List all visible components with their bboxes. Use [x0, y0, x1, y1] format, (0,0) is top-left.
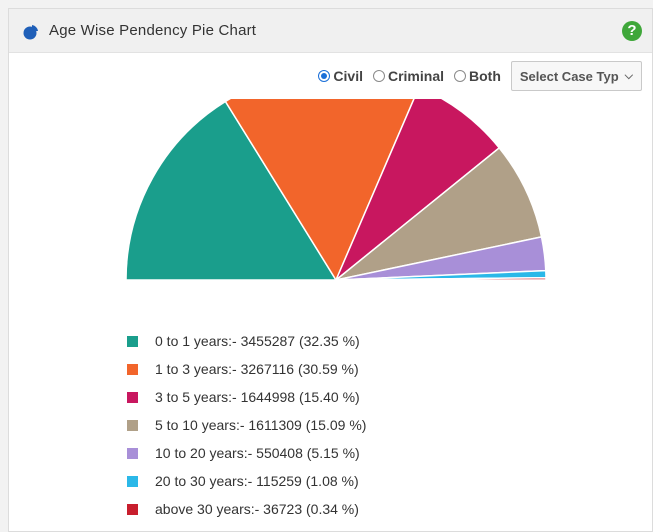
legend-item-5-to-10[interactable]: 5 to 10 years:- 1611309 (15.09 %) — [127, 411, 366, 439]
radio-both-label: Both — [469, 68, 501, 84]
legend-label: 3 to 5 years:- 1644998 (15.40 %) — [155, 389, 360, 405]
pie-slice-above-30[interactable] — [335, 276, 547, 281]
pie-chart-panel: Age Wise Pendency Pie Chart ? Civil Crim… — [8, 8, 653, 532]
case-type-select[interactable]: Select Case Typ ⌵ — [510, 61, 642, 91]
legend-item-20-to-30[interactable]: 20 to 30 years:- 115259 (1.08 %) — [127, 467, 366, 495]
legend-label: 1 to 3 years:- 3267116 (30.59 %) — [155, 361, 359, 377]
legend-swatch — [127, 363, 138, 375]
panel-title: Age Wise Pendency Pie Chart — [49, 22, 257, 39]
pie-slice-1-to-3[interactable] — [224, 99, 419, 282]
radio-criminal[interactable]: Criminal — [372, 68, 444, 84]
legend-label: above 30 years:- 36723 (0.34 %) — [155, 501, 359, 517]
legend-swatch — [127, 475, 138, 487]
legend-item-1-to-3[interactable]: 1 to 3 years:- 3267116 (30.59 %) — [127, 355, 366, 383]
pie-slice-0-to-1[interactable] — [125, 100, 338, 281]
legend-swatch — [127, 335, 138, 347]
radio-civil[interactable]: Civil — [318, 68, 363, 84]
radio-criminal-circle[interactable] — [372, 70, 385, 82]
legend-item-0-to-1[interactable]: 0 to 1 years:- 3455287 (32.35 %) — [127, 327, 366, 355]
legend-label: 10 to 20 years:- 550408 (5.15 %) — [155, 445, 360, 461]
legend-swatch — [127, 419, 138, 431]
chart-toolbar: Civil Criminal Both Select Case Typ ⌵ — [318, 61, 642, 91]
help-icon[interactable]: ? — [622, 21, 642, 41]
chart-legend: 0 to 1 years:- 3455287 (32.35 %) 1 to 3 y… — [127, 327, 366, 523]
legend-label: 20 to 30 years:- 115259 (1.08 %) — [155, 473, 359, 489]
legend-swatch — [127, 391, 138, 403]
radio-civil-label: Civil — [333, 68, 363, 84]
pie-slice-3-to-5[interactable] — [335, 99, 501, 281]
legend-item-10-to-20[interactable]: 10 to 20 years:- 550408 (5.15 %) — [127, 439, 366, 467]
case-type-select-label: Select Case Typ — [519, 68, 619, 84]
radio-both-circle[interactable] — [454, 70, 466, 82]
chevron-down-icon: ⌵ — [624, 69, 633, 82]
legend-swatch — [127, 503, 138, 515]
legend-item-3-to-5[interactable]: 3 to 5 years:- 1644998 (15.40 %) — [127, 383, 366, 411]
radio-both[interactable]: Both — [454, 68, 501, 84]
radio-civil-circle[interactable] — [318, 70, 331, 82]
pie-chart-icon — [23, 25, 38, 40]
legend-label: 0 to 1 years:- 3455287 (32.35 %) — [155, 333, 360, 349]
legend-item-above-30[interactable]: above 30 years:- 36723 (0.34 %) — [127, 495, 366, 523]
pie-chart — [125, 99, 547, 282]
radio-criminal-label: Criminal — [387, 68, 444, 84]
panel-header: Age Wise Pendency Pie Chart ? — [9, 9, 652, 53]
legend-swatch — [127, 447, 138, 459]
legend-label: 5 to 10 years:- 1611309 (15.09 %) — [155, 417, 367, 433]
